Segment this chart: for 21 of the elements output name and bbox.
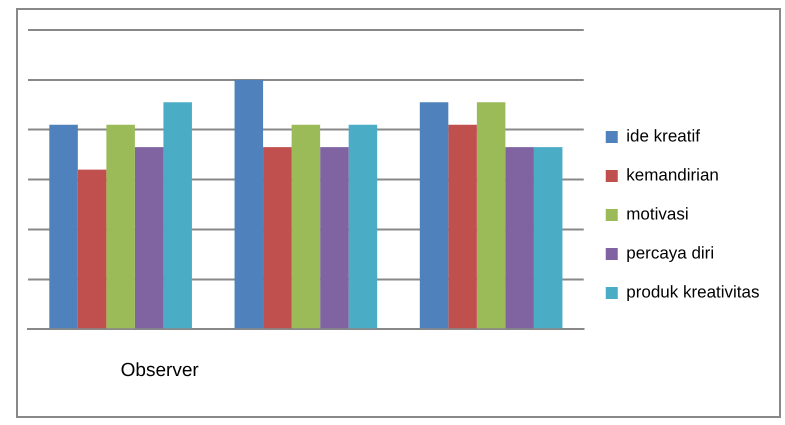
bar: [448, 124, 477, 328]
bar: [320, 147, 349, 328]
bar: [476, 102, 506, 328]
bar: [292, 124, 320, 328]
bar: [534, 147, 562, 328]
legend-label: ide kreatif: [626, 126, 700, 146]
bar: [49, 124, 78, 328]
legend-label: produk kreativitas: [626, 282, 760, 302]
bar: [163, 102, 192, 328]
legend-label: motivasi: [626, 204, 689, 224]
bar: [420, 102, 448, 328]
bar: [348, 124, 378, 328]
x-tick-label: Observer: [120, 360, 200, 381]
bar: [505, 147, 534, 328]
legend-label: percaya diri: [626, 244, 714, 263]
bar: [134, 147, 164, 328]
bar: [234, 80, 264, 328]
legend-label: kemandirian: [626, 166, 719, 185]
bar: [106, 124, 135, 328]
bar: [263, 147, 292, 328]
bar: [78, 170, 106, 328]
